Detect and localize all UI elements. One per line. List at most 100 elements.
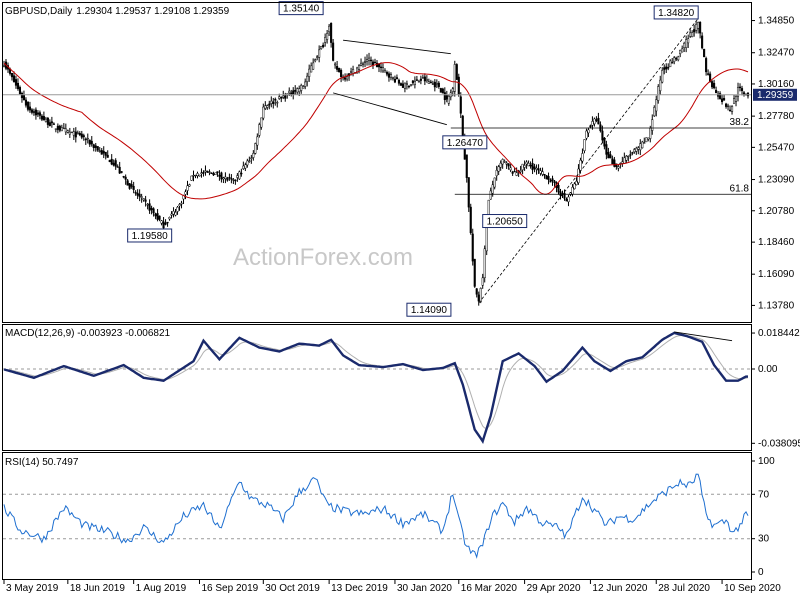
candle-body bbox=[108, 160, 111, 162]
candle-body bbox=[649, 127, 652, 139]
candle-body bbox=[204, 170, 207, 173]
candle-body bbox=[445, 94, 448, 100]
candle-body bbox=[58, 125, 61, 131]
candle-body bbox=[543, 173, 546, 176]
candle-body bbox=[473, 258, 476, 287]
candle-body bbox=[26, 101, 29, 110]
candle-body bbox=[218, 174, 221, 177]
channel-upper-line bbox=[343, 39, 451, 55]
candle-body bbox=[190, 175, 193, 181]
candle-body bbox=[20, 93, 24, 98]
candle-body bbox=[128, 183, 131, 189]
candle-body bbox=[539, 170, 542, 174]
candle-body bbox=[256, 136, 259, 146]
candle-body bbox=[495, 170, 498, 177]
fib-level-label: 61.8 bbox=[730, 183, 750, 194]
candle-body bbox=[222, 177, 225, 180]
candle-body bbox=[603, 137, 606, 147]
candle-body bbox=[50, 121, 53, 124]
candle-body bbox=[350, 71, 353, 73]
candle-body bbox=[645, 137, 648, 143]
candle-body bbox=[12, 75, 16, 83]
candle-body bbox=[290, 92, 293, 95]
candle-body bbox=[158, 215, 161, 220]
candle-body bbox=[318, 49, 321, 58]
candle-body bbox=[363, 61, 367, 63]
candle-body bbox=[336, 66, 339, 70]
candle-body bbox=[641, 141, 644, 149]
candle-body bbox=[130, 184, 133, 187]
candle-body bbox=[427, 81, 430, 84]
candle-body bbox=[734, 96, 738, 102]
candle-body bbox=[132, 185, 135, 190]
candle-body bbox=[736, 87, 740, 97]
candle-body bbox=[232, 179, 235, 181]
current-price-label: 1.29359 bbox=[757, 90, 794, 101]
candle-body bbox=[531, 163, 534, 171]
candle-body bbox=[587, 129, 590, 134]
candle-body bbox=[284, 95, 287, 99]
candle-body bbox=[38, 112, 41, 116]
candle-body bbox=[216, 171, 219, 173]
candle-body bbox=[475, 288, 478, 295]
candle-body bbox=[194, 174, 197, 177]
price-axis-tick: 1.27780 bbox=[758, 111, 795, 122]
candle-body bbox=[740, 88, 744, 92]
candle-body bbox=[258, 124, 261, 136]
candle-body bbox=[611, 158, 614, 165]
date-axis-tick: 1 Aug 2019 bbox=[136, 583, 187, 594]
price-label-box bbox=[406, 302, 452, 317]
price-label-text: 1.14090 bbox=[411, 305, 448, 316]
date-axis-tick: 18 Jun 2019 bbox=[70, 583, 125, 594]
candle-body bbox=[46, 117, 49, 125]
candle-body bbox=[693, 29, 696, 33]
candle-body bbox=[144, 199, 147, 202]
price-label-box bbox=[278, 1, 324, 16]
candle-body bbox=[308, 68, 311, 77]
candle-body bbox=[675, 57, 678, 60]
candle-body bbox=[198, 174, 201, 177]
candle-body bbox=[162, 221, 165, 229]
channel-lower-line bbox=[332, 92, 447, 126]
candle-body bbox=[369, 59, 373, 62]
candle-body bbox=[395, 77, 398, 79]
candle-body bbox=[334, 63, 337, 66]
candle-body bbox=[711, 81, 714, 88]
date-axis-tick: 10 Sep 2020 bbox=[724, 583, 781, 594]
candle-body bbox=[78, 133, 81, 136]
candle-body bbox=[671, 62, 674, 64]
candle-body bbox=[451, 88, 454, 92]
candle-body bbox=[511, 171, 514, 174]
price-axis-tick: 1.13780 bbox=[758, 300, 795, 311]
candle-body bbox=[18, 87, 22, 95]
candle-body bbox=[152, 208, 155, 214]
candle-body bbox=[567, 196, 570, 203]
candle-body bbox=[738, 86, 742, 89]
candle-body bbox=[457, 76, 460, 95]
candle-body bbox=[236, 175, 239, 178]
candle-body bbox=[66, 130, 69, 133]
candle-body bbox=[471, 233, 474, 262]
candle-body bbox=[357, 65, 361, 70]
candle-body bbox=[373, 61, 377, 64]
candle-body bbox=[701, 35, 704, 49]
candle-body bbox=[314, 59, 317, 62]
candle-body bbox=[326, 33, 329, 40]
candle-body bbox=[423, 76, 426, 82]
candle-body bbox=[509, 167, 512, 171]
candle-body bbox=[389, 74, 393, 78]
candle-body bbox=[224, 176, 227, 179]
candle-body bbox=[730, 106, 734, 112]
price-axis-tick: 1.34850 bbox=[758, 16, 795, 27]
candle-body bbox=[312, 62, 315, 70]
candle-body bbox=[70, 131, 73, 134]
candle-body bbox=[324, 37, 327, 43]
candle-body bbox=[106, 154, 109, 158]
candle-body bbox=[665, 66, 668, 70]
candle-body bbox=[310, 65, 313, 73]
candle-body bbox=[118, 166, 121, 174]
candle-body bbox=[687, 38, 690, 44]
price-label-box bbox=[442, 135, 488, 150]
candle-body bbox=[667, 67, 670, 69]
